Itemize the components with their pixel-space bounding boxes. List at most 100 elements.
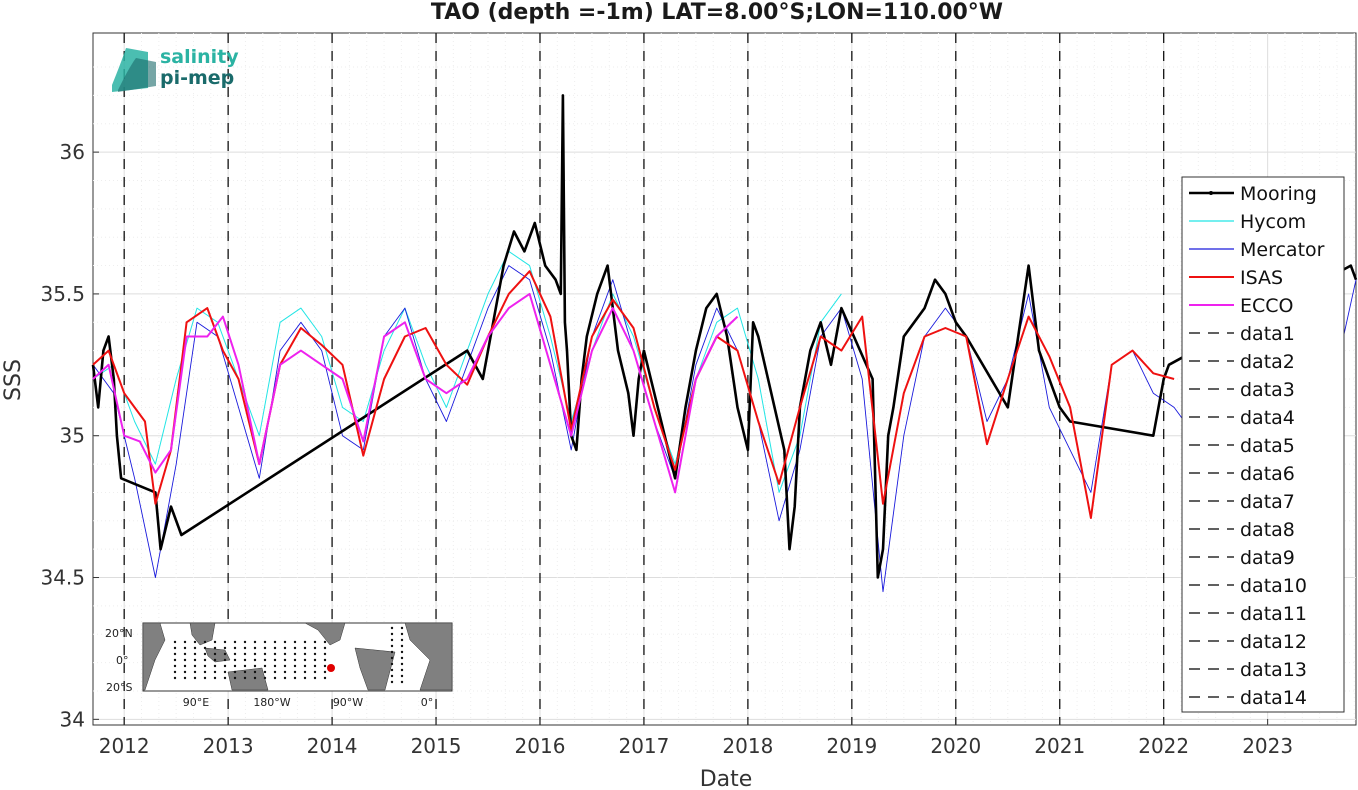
year-markers: [123, 33, 1165, 725]
inset-mooring-dot: [223, 670, 227, 674]
inset-mooring-dot: [313, 646, 317, 650]
inset-mooring-dot: [223, 664, 227, 668]
inset-mooring-dot: [253, 670, 257, 674]
y-tick-label: 36: [60, 140, 85, 164]
inset-mooring-dot: [400, 644, 404, 648]
inset-mooring-dot: [273, 640, 277, 644]
inset-mooring-dot: [390, 638, 394, 642]
inset-mooring-dot: [183, 664, 187, 668]
inset-mooring-dot: [223, 640, 227, 644]
inset-mooring-dot: [273, 652, 277, 656]
inset-mooring-dot: [173, 652, 177, 656]
inset-mooring-dot: [263, 652, 267, 656]
inset-mooring-dot: [253, 640, 257, 644]
inset-mooring-dot: [283, 664, 287, 668]
inset-xlabel-90e: 90°E: [183, 696, 209, 709]
inset-mooring-dot: [313, 640, 317, 644]
legend-label-data4: data4: [1240, 407, 1295, 429]
inset-mooring-dot: [183, 658, 187, 662]
inset-mooring-dot: [173, 658, 177, 662]
inset-mooring-dot: [203, 640, 207, 644]
inset-mooring-dot: [313, 664, 317, 668]
logo-line-1: salinity: [160, 46, 239, 68]
inset-mooring-dot: [293, 646, 297, 650]
inset-xlabel-0: 0°: [421, 696, 434, 709]
x-tick-label: 2016: [515, 734, 566, 758]
inset-mooring-dot: [173, 640, 177, 644]
inset-land-shape: [404, 622, 453, 691]
inset-land-shape: [354, 647, 396, 691]
x-tick-label: 2014: [307, 734, 358, 758]
y-tick-label: 35: [60, 424, 85, 448]
inset-mooring-dot: [303, 664, 307, 668]
inset-mooring-dot: [400, 638, 404, 642]
inset-mooring-dot: [283, 646, 287, 650]
inset-mooring-dot: [283, 640, 287, 644]
inset-mooring-dot: [213, 658, 217, 662]
x-tick-label: 2012: [99, 734, 150, 758]
inset-mooring-dot: [173, 646, 177, 650]
inset-mooring-dot: [203, 664, 207, 668]
legend-label-data7: data7: [1240, 491, 1295, 513]
y-tick-label: 34: [60, 707, 85, 731]
inset-mooring-dot: [223, 676, 227, 680]
inset-mooring-dot: [263, 658, 267, 662]
inset-mooring-dot: [283, 652, 287, 656]
inset-mooring-dot: [273, 670, 277, 674]
inset-mooring-dot: [400, 668, 404, 672]
inset-mooring-dot: [283, 670, 287, 674]
legend-label-mercator: Mercator: [1240, 239, 1325, 261]
inset-mooring-dot: [390, 668, 394, 672]
inset-mooring-dot: [253, 652, 257, 656]
inset-mooring-dot: [213, 664, 217, 668]
inset-mooring-dot: [243, 664, 247, 668]
legend-marker-mooring: [1209, 191, 1213, 195]
inset-mooring-dot: [223, 646, 227, 650]
inset-mooring-dot: [263, 640, 267, 644]
inset-mooring-dot: [203, 652, 207, 656]
inset-mooring-dot: [213, 670, 217, 674]
inset-mooring-dot: [193, 652, 197, 656]
inset-mooring-dot: [263, 664, 267, 668]
inset-mooring-dot: [390, 662, 394, 666]
inset-ylabel-20s: 20°S: [106, 681, 132, 694]
inset-mooring-dot: [233, 670, 237, 674]
inset-land-shape: [204, 647, 231, 663]
inset-mooring-dot: [303, 676, 307, 680]
inset-mooring-dot: [203, 676, 207, 680]
inset-mooring-dot: [323, 646, 327, 650]
inset-mooring-dot: [233, 652, 237, 656]
inset-mooring-dot: [243, 676, 247, 680]
inset-mooring-dot: [183, 640, 187, 644]
inset-mooring-dot: [400, 650, 404, 654]
inset-mooring-dot: [213, 676, 217, 680]
inset-mooring-dot: [253, 658, 257, 662]
inset-mooring-dot: [193, 640, 197, 644]
inset-mooring-dot: [303, 670, 307, 674]
inset-mooring-dot: [400, 662, 404, 666]
inset-mooring-dots: [173, 626, 404, 684]
x-tick-label: 2017: [618, 734, 669, 758]
inset-mooring-dot: [390, 674, 394, 678]
inset-mooring-dot: [173, 664, 177, 668]
series-layer: [91, 94, 1358, 593]
inset-mooring-dot: [273, 676, 277, 680]
legend-label-data2: data2: [1240, 351, 1295, 373]
legend-label-data13: data13: [1240, 659, 1307, 681]
inset-mooring-dot: [173, 676, 177, 680]
inset-land: [142, 622, 453, 691]
series-isas-line: [92, 270, 1175, 519]
inset-mooring-dot: [273, 664, 277, 668]
y-tick-label: 35.5: [40, 282, 85, 306]
inset-mooring-dot: [400, 680, 404, 684]
legend-label-data8: data8: [1240, 519, 1295, 541]
inset-mooring-dot: [233, 676, 237, 680]
inset-mooring-dot: [303, 640, 307, 644]
inset-xlabel-90w: 90°W: [333, 696, 363, 709]
inset-mooring-dot: [303, 646, 307, 650]
x-tick-label: 2015: [411, 734, 462, 758]
legend: Mooring Hycom Mercator ISAS ECCO data1 data2 da…: [1181, 176, 1345, 713]
y-axis-ticks: 34 34.5 35 35.5 36: [40, 140, 99, 731]
x-tick-label: 2019: [826, 734, 877, 758]
inset-mooring-dot: [293, 670, 297, 674]
